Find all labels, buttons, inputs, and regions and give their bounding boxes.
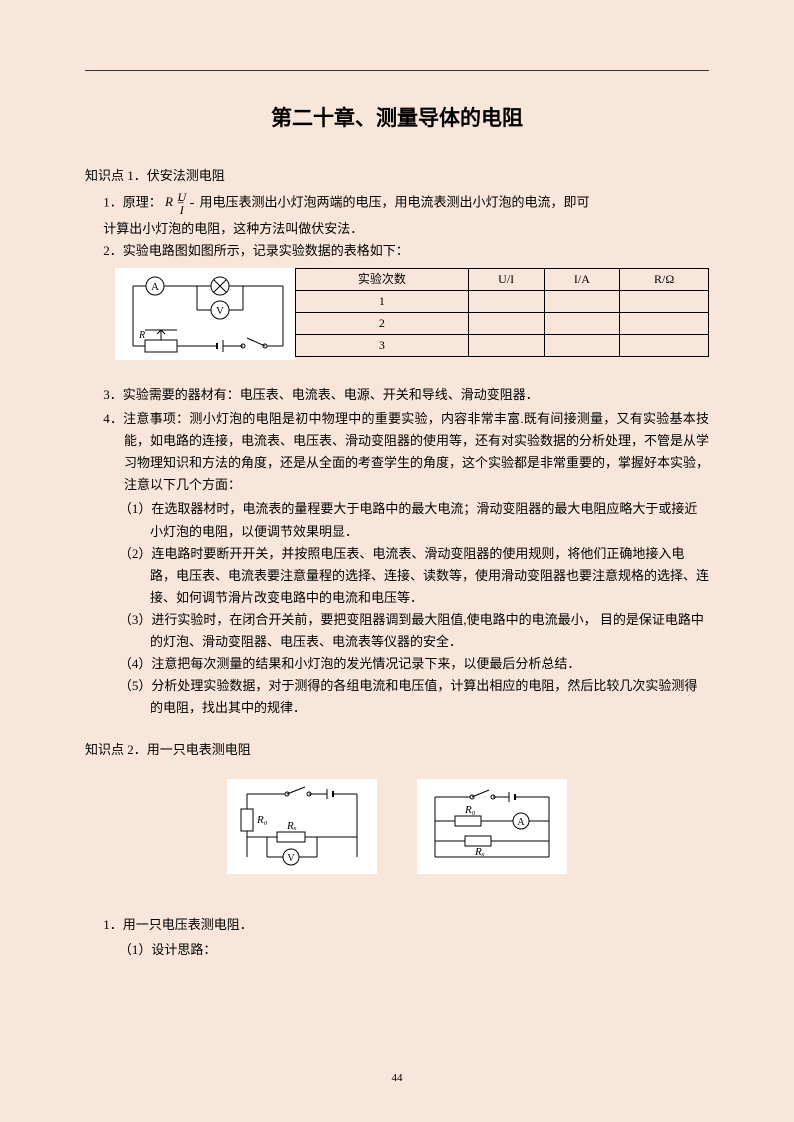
kp1-sub5: （5）分析处理实验数据，对于测得的各组电流和电压值，计算出相应的电阻，然后比较几… (85, 675, 709, 719)
ammeter-label: A (517, 817, 525, 828)
kp1-item4: 4．注意事项：测小灯泡的电阻是初中物理中的重要实验，内容非常丰富.既有间接测量，… (85, 408, 709, 496)
table-header-row: 实验次数 U/I I/A R/Ω (296, 268, 709, 290)
cell-empty (468, 334, 544, 356)
formula-num: U (190, 191, 194, 204)
chapter-title: 第二十章、测量导体的电阻 (85, 101, 709, 137)
ammeter-label: A (151, 281, 159, 293)
circuit-diagram-2: R₀ Rₓ V (227, 779, 377, 874)
cell-empty (468, 312, 544, 334)
kp1-item2: 2．实验电路图如图所示，记录实验数据的表格如下： (85, 240, 709, 262)
voltmeter-label: V (287, 853, 295, 864)
page-content: 第二十章、测量导体的电阻 知识点 1．伏安法测电阻 1．原理： R = U I … (0, 0, 794, 1001)
page-number: 44 (0, 1069, 794, 1088)
formula-fraction: U I (190, 191, 194, 216)
cell-empty (544, 334, 620, 356)
cell-empty (468, 290, 544, 312)
col-u: U/I (468, 268, 544, 290)
col-trial: 实验次数 (296, 268, 469, 290)
voltmeter-label: V (216, 305, 224, 317)
circuit-diagram-1: A R (115, 268, 295, 360)
circuit-table-row: A R (115, 268, 709, 360)
kp1-item1: 1．原理： R = U I 用电压表测出小灯泡两端的电压，用电流表测出小灯泡的电… (85, 191, 709, 216)
kp2-sub1: （1）设计思路： (85, 939, 709, 961)
col-r: R/Ω (620, 268, 709, 290)
cell-empty (620, 312, 709, 334)
cell-empty (620, 290, 709, 312)
cell-empty (544, 290, 620, 312)
cell-empty (544, 312, 620, 334)
kp2-item1: 1．用一只电压表测电阻． (85, 914, 709, 936)
kp1-item1-tail: 用电压表测出小灯泡两端的电压，用电流表测出小灯泡的电流，即可 (199, 194, 589, 209)
cell-trial: 1 (296, 290, 469, 312)
kp1-sub3: （3）进行实验时，在闭合开关前，要把变阻器调到最大阻值,使电路中的电流最小， 目… (85, 609, 709, 653)
kp1-heading: 知识点 1．伏安法测电阻 (85, 165, 709, 187)
rx-label: Rₓ (286, 820, 297, 832)
top-rule (85, 70, 709, 71)
r0-label: R₀ (256, 814, 268, 826)
kp1-sub2: （2）连电路时要断开开关，并按照电压表、电流表、滑动变阻器的使用规则，将他们正确… (85, 543, 709, 609)
kp1-item1-line2: 计算出小灯泡的电阻，这种方法叫做伏安法． (85, 218, 709, 240)
cell-trial: 2 (296, 312, 469, 334)
table-row: 2 (296, 312, 709, 334)
cell-trial: 3 (296, 334, 469, 356)
table-row: 3 (296, 334, 709, 356)
kp2-heading: 知识点 2．用一只电表测电阻 (85, 739, 709, 761)
kp1-item1-lead: 1．原理： (103, 194, 162, 209)
circuit-pair: R₀ Rₓ V (85, 779, 709, 874)
circuit-diagram-3: R₀ A Rₓ (417, 779, 567, 874)
table-row: 1 (296, 290, 709, 312)
kp1-sub1: （1）在选取器材时，电流表的量程要大于电路中的最大电流；滑动变阻器的最大电阻应略… (85, 498, 709, 542)
experiment-data-table: 实验次数 U/I I/A R/Ω 1 2 3 (295, 268, 709, 357)
col-i: I/A (544, 268, 620, 290)
kp1-sub4: （4）注意把每次测量的结果和小灯泡的发光情况记录下来，以便最后分析总结． (85, 653, 709, 675)
rheostat-label: R (138, 330, 145, 341)
kp1-item3: 3．实验需要的器材有：电压表、电流表、电源、开关和导线、滑动变阻器． (85, 384, 709, 406)
r0-label: R₀ (464, 804, 476, 816)
formula-den: I (190, 204, 194, 216)
formula-R: R = U I (165, 194, 199, 209)
cell-empty (620, 334, 709, 356)
rx-label: Rₓ (474, 846, 485, 858)
